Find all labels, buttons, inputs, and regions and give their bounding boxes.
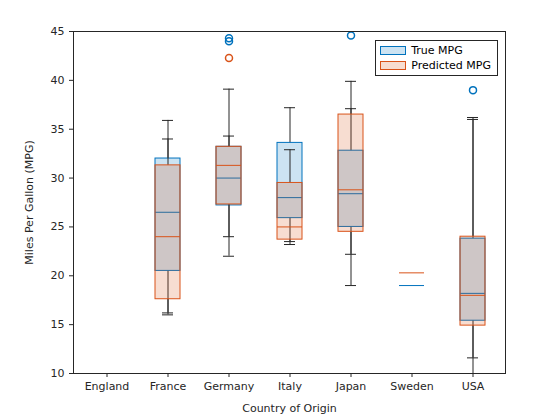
svg-text:10: 10: [51, 367, 65, 380]
svg-text:Germany: Germany: [204, 380, 255, 393]
html-text:Predicted MPG: Predicted MPG: [411, 59, 491, 72]
svg-text:25: 25: [51, 220, 65, 233]
svg-text:USA: USA: [462, 380, 485, 393]
svg-text:Japan: Japan: [335, 380, 367, 393]
svg-text:Country of Origin: Country of Origin: [242, 402, 337, 415]
svg-text:35: 35: [51, 123, 65, 136]
svg-text:20: 20: [51, 269, 65, 282]
svg-text:England: England: [85, 380, 130, 393]
svg-text:Sweden: Sweden: [390, 380, 433, 393]
svg-text:15: 15: [51, 318, 65, 331]
html-text:True MPG: True MPG: [411, 44, 463, 57]
svg-text:30: 30: [51, 172, 65, 185]
svg-text:45: 45: [51, 25, 65, 38]
svg-text:40: 40: [51, 74, 65, 87]
svg-text:Miles Per Gallon (MPG): Miles Per Gallon (MPG): [23, 140, 36, 264]
svg-text:France: France: [150, 380, 187, 393]
svg-text:Italy: Italy: [278, 380, 302, 393]
